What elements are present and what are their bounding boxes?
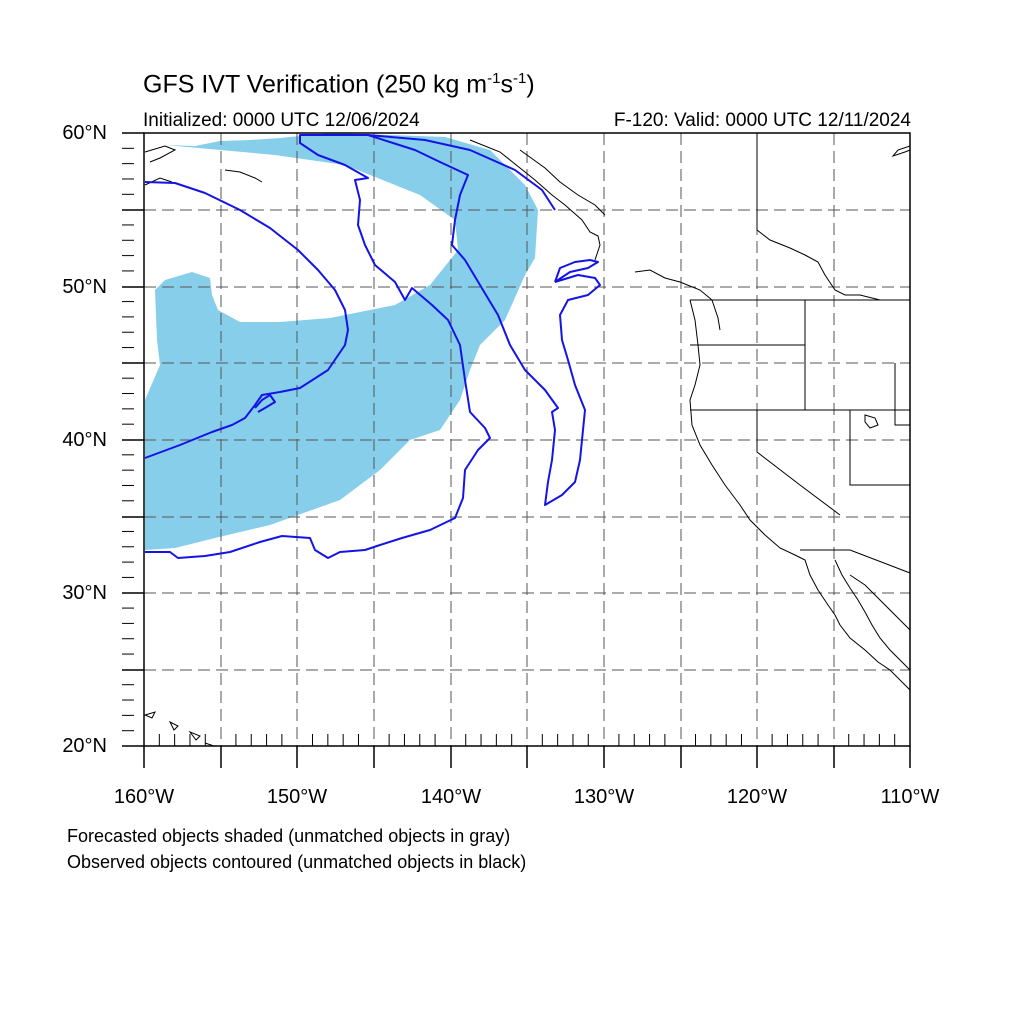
valid-label: F-120: Valid: 0000 UTC 12/11/2024 (613, 110, 911, 131)
lat-label-30n: 30°N (62, 582, 107, 604)
forecast-objects (145, 133, 538, 550)
observed-object-small (254, 394, 276, 413)
lat-label-20n: 20°N (62, 735, 107, 757)
lat-label-60n: 60°N (62, 122, 107, 144)
lon-label-110w: 110°W (880, 786, 940, 808)
observed-object-offshore (554, 259, 599, 283)
note-observed: Observed objects contoured (unmatched ob… (67, 852, 527, 872)
lon-label-130w: 130°W (573, 786, 635, 808)
lon-label-160w: 160°W (113, 786, 175, 808)
coastlines (143, 133, 911, 747)
major-ticks (122, 132, 911, 768)
minor-ticks (122, 147, 896, 746)
map-title: GFS IVT Verification (250 kg m-1s-1) (143, 70, 535, 99)
observed-object-west (144, 181, 349, 459)
initialized-label: Initialized: 0000 UTC 12/06/2024 (143, 110, 420, 131)
observed-object-main (145, 134, 601, 559)
lon-label-150w: 150°W (266, 786, 328, 808)
lon-label-120w: 120°W (726, 786, 788, 808)
graticule (144, 133, 910, 746)
observed-object-coast (367, 134, 556, 211)
lon-label-140w: 140°W (420, 786, 482, 808)
forecast-object-main (145, 133, 538, 550)
observed-objects (144, 134, 601, 559)
lat-label-40n: 40°N (62, 429, 107, 451)
lat-label-50n: 50°N (62, 276, 107, 298)
note-forecast: Forecasted objects shaded (unmatched obj… (67, 826, 511, 846)
